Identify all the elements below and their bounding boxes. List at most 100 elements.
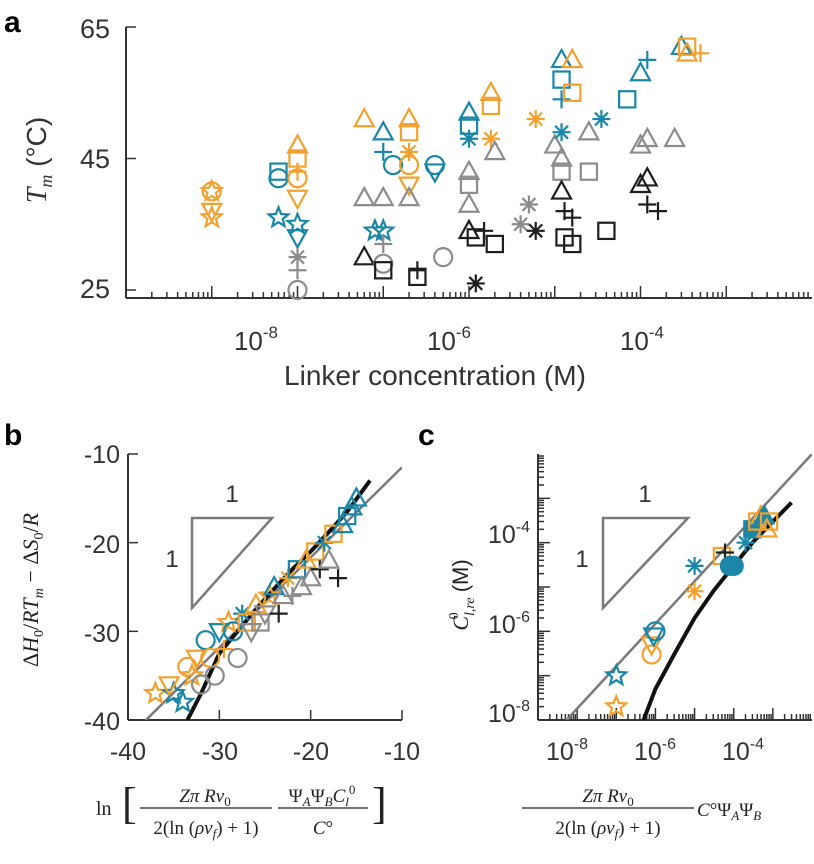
- panel-a-point: [398, 154, 420, 176]
- panel-a-point: [371, 120, 395, 141]
- panel-a-point: [552, 90, 571, 109]
- panel-a-point: [560, 47, 584, 69]
- panel-c-point: [640, 636, 663, 657]
- panel-b-point: [310, 560, 329, 579]
- panel-a-point: [577, 120, 601, 141]
- panel-b-point: [329, 569, 348, 588]
- panel-a-point: [519, 195, 538, 214]
- panel-b-point: [253, 605, 277, 626]
- panel-a-point: [397, 106, 421, 128]
- panel-a-point: [397, 185, 421, 207]
- panel-b-xtick-m20: -20: [293, 738, 329, 766]
- panel-c-triangle-top-label: 1: [638, 481, 651, 508]
- panel-a-point: [199, 204, 225, 229]
- panel-a-point: [635, 166, 659, 187]
- panel-a-point: [460, 129, 478, 148]
- panel-b-point: [283, 586, 302, 605]
- panel-c-point: [723, 555, 744, 576]
- panel-a-point: [526, 110, 545, 129]
- panel-b-ytick-m30: -30: [84, 620, 120, 648]
- panel-a-point: [286, 189, 309, 211]
- panel-b-point: [324, 524, 343, 544]
- panel-b-point: [170, 688, 196, 714]
- panel-a-point: [629, 172, 652, 194]
- panel-a-point: [286, 133, 309, 154]
- panel-b-point: [269, 604, 288, 623]
- panel-a-point: [408, 267, 427, 287]
- panel-b-point: [142, 680, 169, 705]
- panel-a-point: [373, 253, 394, 274]
- panel-label-c: c: [418, 419, 435, 452]
- panel-b-point: [204, 665, 225, 686]
- panel-a-point: [286, 229, 309, 250]
- panel-a-point: [511, 215, 530, 234]
- svg-text:2(ln (ρvf) + 1): 2(ln (ρvf) + 1): [555, 818, 660, 841]
- panel-c-point: [685, 582, 704, 601]
- panel-b-point: [271, 583, 295, 605]
- panel-b-point: [244, 592, 268, 614]
- panel-b-point: [256, 582, 283, 607]
- panel-a-point: [268, 168, 289, 189]
- panel-a-point: [200, 202, 224, 224]
- svg-text:ΨAΨBCl0: ΨAΨBCl0: [289, 782, 356, 809]
- panel-a-point: [675, 41, 699, 62]
- panel-c-ytick-1e-8: 10-8: [488, 698, 530, 728]
- panel-a-point: [481, 96, 501, 116]
- panel-c-point: [641, 644, 662, 665]
- panel-b-point: [179, 662, 205, 687]
- panel-b-point: [338, 506, 357, 526]
- panel-c-xtick-1e-4: 10-4: [722, 736, 764, 766]
- panel-a-ytick-25: 25: [80, 274, 110, 304]
- panel-a-point: [374, 142, 393, 161]
- panel-a-point: [408, 261, 427, 280]
- panel-b-ylabel: ΔH0/RTm − ΔS0/R: [18, 512, 47, 667]
- panel-b-point: [317, 548, 341, 569]
- svg-text:]: ]: [372, 779, 387, 828]
- panel-a-point: [691, 44, 710, 63]
- panel-a-ytick-45: 45: [80, 144, 110, 174]
- panel-a-point: [399, 122, 419, 142]
- svg-text:C°: C°: [313, 818, 333, 839]
- panel-c-point: [603, 662, 629, 687]
- panel-c-plot: [537, 454, 812, 721]
- panel-c-point: [685, 556, 704, 575]
- panel-a-xlabel: Linker concentration (M): [284, 360, 586, 391]
- panel-c-ytick-1e-6: 10-6: [488, 609, 530, 639]
- panel-c-point: [603, 693, 629, 718]
- panel-c-point: [645, 621, 666, 642]
- panel-a-point: [481, 129, 500, 148]
- panel-a-point: [424, 154, 445, 176]
- panel-label-a: a: [4, 6, 21, 39]
- panel-b-point: [237, 613, 256, 632]
- panel-a-point: [543, 133, 567, 154]
- panel-a-point: [371, 185, 395, 207]
- panel-a-point: [288, 248, 307, 267]
- panel-c-slope-triangle: [601, 516, 691, 612]
- svg-text:Zπ Rv0: Zπ Rv0: [179, 786, 230, 809]
- panel-b-triangle-top-label: 1: [225, 481, 238, 508]
- panel-b-xlabel: ln [ Zπ Rv0 2(ln (ρvf) + 1) ΨAΨBCl0 C° ]: [96, 779, 387, 841]
- panel-a-point: [352, 106, 376, 128]
- panel-a-point: [457, 159, 481, 180]
- panel-a-point: [638, 195, 657, 214]
- panel-a-point: [475, 221, 494, 240]
- panel-c-fit-line-gray: [564, 454, 812, 720]
- panel-a-point: [400, 142, 419, 161]
- panel-c-triangle-side-label: 1: [575, 546, 588, 573]
- panel-b-point: [195, 630, 216, 651]
- panel-a-point: [284, 210, 311, 236]
- panel-a-point: [629, 60, 652, 82]
- panel-a-point: [635, 126, 659, 148]
- panel-a-point: [677, 37, 697, 56]
- panel-a-point: [288, 261, 307, 280]
- panel-a-point: [374, 234, 393, 253]
- panel-a-point: [382, 154, 404, 176]
- svg-text:2(ln (ρvf) + 1): 2(ln (ρvf) + 1): [153, 818, 258, 841]
- panel-a-xtick-1e-6: 10-6: [427, 323, 471, 356]
- panel-a-point: [287, 168, 308, 189]
- panel-a-plot: [125, 26, 812, 301]
- panel-b-point: [299, 565, 322, 587]
- panel-a-point: [663, 126, 686, 148]
- panel-b-triangle-side-label: 1: [165, 546, 178, 573]
